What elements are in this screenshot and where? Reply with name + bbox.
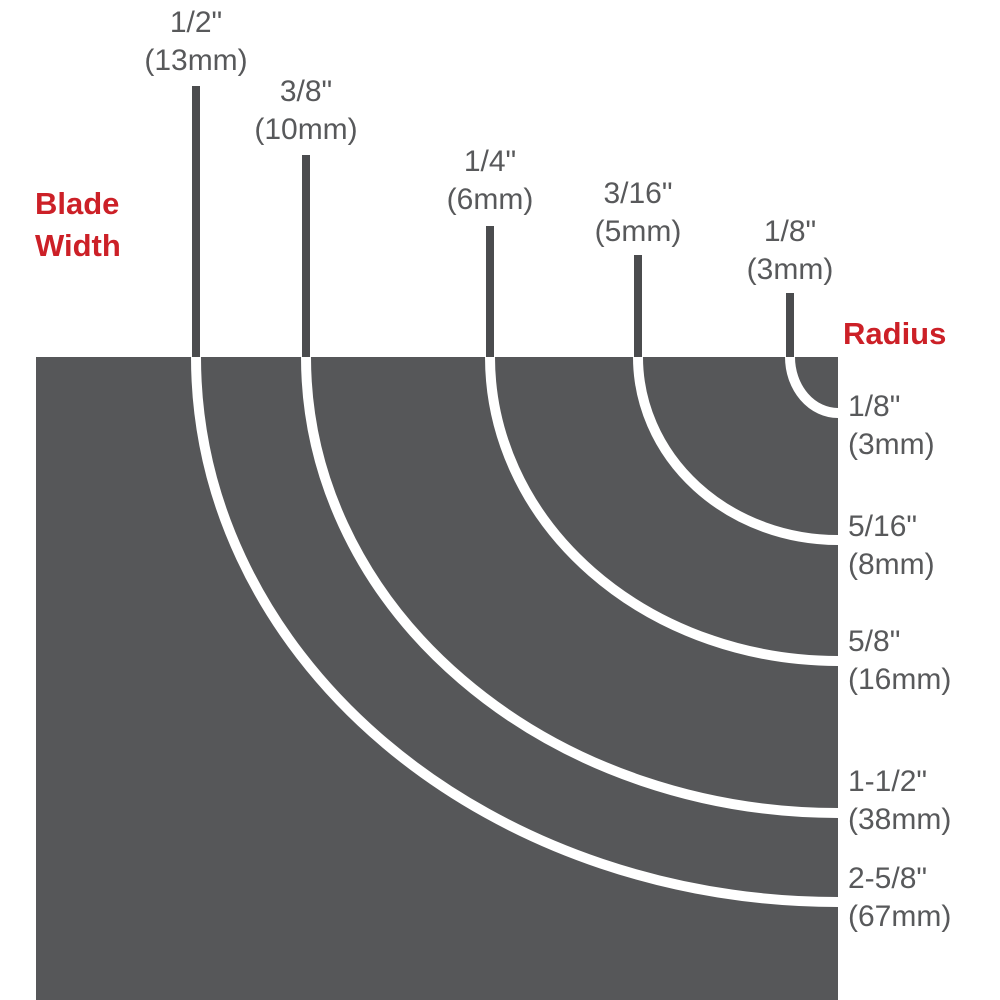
blade-size: 1/8" (763, 215, 817, 248)
radius-size: 1/8" (848, 390, 901, 423)
radius-size: 1-1/2" (848, 765, 928, 798)
radius-size: 5/16" (848, 510, 918, 543)
blade-size: 3/16" (603, 177, 673, 210)
radius-mm: (3mm) (848, 428, 935, 461)
blade-line-three-eighths (302, 155, 310, 357)
radius-label-2-5-8: 2-5/8" (67mm) (848, 860, 951, 936)
blade-mm: (5mm) (594, 215, 682, 248)
blade-width-title-line1: Blade (35, 186, 120, 221)
radius-label-5-16: 5/16" (8mm) (848, 508, 935, 584)
radius-label-1-1-2: 1-1/2" (38mm) (848, 763, 951, 839)
radius-mm: (67mm) (848, 900, 952, 933)
radius-mm: (16mm) (848, 663, 952, 696)
blade-line-quarter-inch (486, 226, 494, 357)
radius-label-1-8: 1/8" (3mm) (848, 388, 935, 464)
radius-arc-5-16 (633, 356, 839, 545)
blade-line-three-sixteenths (634, 255, 642, 357)
radius-arc-1-1-2 (301, 356, 839, 818)
blade-mm: (13mm) (144, 44, 248, 77)
radius-arc-2-5-8 (191, 356, 839, 907)
blade-width-title: Blade Width (35, 183, 121, 267)
blade-mm: (3mm) (746, 253, 834, 286)
blade-mm: (10mm) (254, 113, 358, 146)
blade-label-half-inch: 1/2" (13mm) (144, 4, 247, 80)
radius-label-5-8: 5/8" (16mm) (848, 623, 951, 699)
blade-label-quarter-inch: 1/4" (6mm) (447, 143, 534, 219)
blade-size: 3/8" (279, 75, 333, 108)
radius-size: 5/8" (848, 625, 901, 658)
radius-arc-5-8 (485, 356, 839, 666)
radius-size: 2-5/8" (848, 862, 928, 895)
radius-mm: (38mm) (848, 803, 952, 836)
radius-mm: (8mm) (848, 548, 935, 581)
radius-arc-1-8 (785, 356, 839, 418)
blade-mm: (6mm) (446, 183, 534, 216)
blade-line-half-inch (192, 86, 200, 357)
blade-size: 1/4" (463, 145, 517, 178)
blade-label-three-sixteenths: 3/16" (5mm) (595, 175, 682, 251)
blade-label-three-eighths: 3/8" (10mm) (254, 73, 357, 149)
blade-width-title-line2: Width (35, 228, 121, 263)
material-block (36, 357, 838, 1000)
blade-label-one-eighth: 1/8" (3mm) (747, 213, 834, 289)
radius-title: Radius (843, 316, 947, 351)
blade-line-one-eighth (786, 293, 794, 357)
blade-size: 1/2" (169, 6, 223, 39)
